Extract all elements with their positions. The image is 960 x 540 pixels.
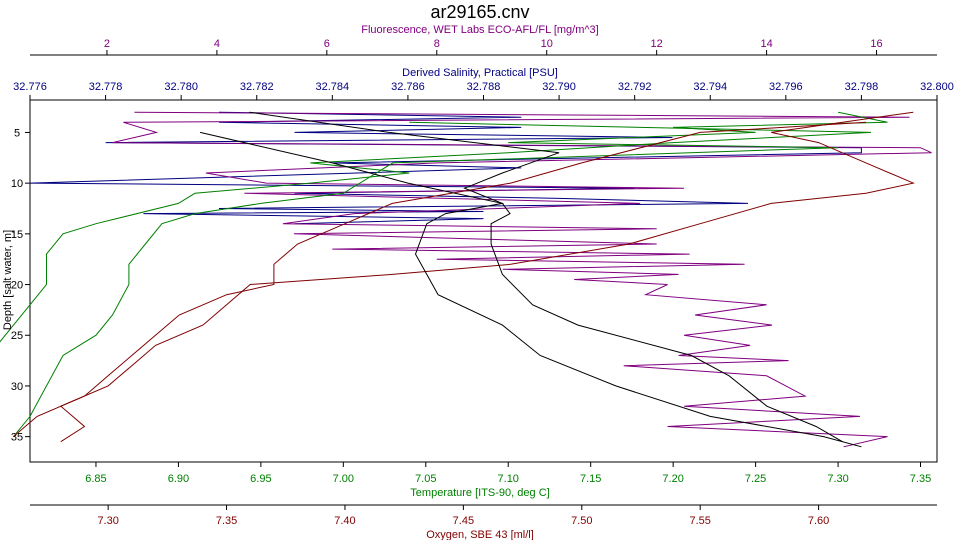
series-line-oxy-4 — [59, 111, 915, 443]
sal-tick-label: 32.778 — [89, 81, 123, 93]
depth-tick-label: 35 — [11, 432, 23, 444]
temp-tick-label: 7.15 — [580, 473, 601, 485]
sal-tick-label: 32.782 — [240, 81, 274, 93]
sal-axis-label: Derived Salinity, Practical [PSU] — [402, 67, 558, 79]
oxy-tick-label: 7.35 — [216, 515, 237, 527]
fluor-axis-label: Fluorescence, WET Labs ECO-AFL/FL [mg/m^… — [361, 24, 598, 36]
fluor-tick-label: 16 — [870, 38, 882, 50]
temp-tick-label: 7.10 — [498, 473, 519, 485]
depth-tick-label: 5 — [14, 127, 20, 139]
sal-tick-label: 32.792 — [618, 81, 652, 93]
temp-tick-label: 6.90 — [168, 473, 189, 485]
fluor-tick-label: 6 — [324, 38, 330, 50]
sal-tick-label: 32.796 — [769, 81, 803, 93]
temp-tick-label: 6.95 — [250, 473, 271, 485]
oxy-tick-label: 7.50 — [571, 515, 592, 527]
oxy-tick-label: 7.40 — [334, 515, 355, 527]
sal-tick-label: 32.780 — [164, 81, 198, 93]
fluor-tick-label: 12 — [651, 38, 663, 50]
depth-tick-label: 20 — [11, 280, 23, 292]
oxy-tick-label: 7.45 — [453, 515, 474, 527]
temp-tick-label: 6.85 — [85, 473, 106, 485]
axes-group: 2 4 6 8 10 12 14 16 Fluorescence, WET Labs ECO-A… — [11, 24, 954, 540]
sal-tick-label: 32.788 — [467, 81, 501, 93]
oxy-tick-label: 7.30 — [97, 515, 118, 527]
series-group — [0, 111, 932, 448]
fluor-tick-label: 4 — [214, 38, 220, 50]
sal-tick-label: 32.790 — [542, 81, 576, 93]
series-line-temp-3 — [0, 121, 872, 343]
sal-tick-label: 32.800 — [920, 81, 954, 93]
series-line-sal-6 — [249, 111, 862, 448]
sal-tick-label: 32.786 — [391, 81, 425, 93]
temp-tick-label: 7.05 — [415, 473, 436, 485]
fluor-tick-label: 10 — [541, 38, 553, 50]
sal-tick-label: 32.784 — [316, 81, 350, 93]
temp-tick-label: 7.35 — [910, 473, 931, 485]
series-line-sal-0 — [29, 111, 862, 225]
series-line-sal-7 — [199, 131, 843, 443]
temp-tick-label: 7.00 — [333, 473, 354, 485]
sal-tick-label: 32.794 — [693, 81, 727, 93]
y-axis-label: Depth [salt water, m] — [2, 230, 14, 330]
sal-tick-label: 32.776 — [13, 81, 47, 93]
temp-axis-label: Temperature [ITS-90, deg C] — [410, 487, 549, 499]
depth-tick-label: 10 — [11, 178, 23, 190]
oxy-tick-label: 7.60 — [808, 515, 829, 527]
series-line-oxy-5 — [13, 121, 867, 437]
temp-tick-label: 7.25 — [745, 473, 766, 485]
fluor-tick-label: 14 — [760, 38, 772, 50]
temp-tick-label: 7.20 — [662, 473, 683, 485]
depth-tick-label: 30 — [11, 381, 23, 393]
chart-title: ar29165.cnv — [430, 2, 529, 22]
series-line-fluor-1 — [112, 111, 932, 448]
temp-tick-label: 7.30 — [827, 473, 848, 485]
series-line-temp-2 — [13, 111, 888, 437]
depth-tick-label: 15 — [11, 229, 23, 241]
oxy-axis-label: Oxygen, SBE 43 [ml/l] — [426, 529, 534, 540]
fluor-tick-label: 2 — [104, 38, 110, 50]
depth-tick-label: 25 — [11, 330, 23, 342]
fluor-tick-label: 8 — [434, 38, 440, 50]
sal-tick-label: 32.798 — [845, 81, 879, 93]
oxy-tick-label: 7.55 — [689, 515, 710, 527]
